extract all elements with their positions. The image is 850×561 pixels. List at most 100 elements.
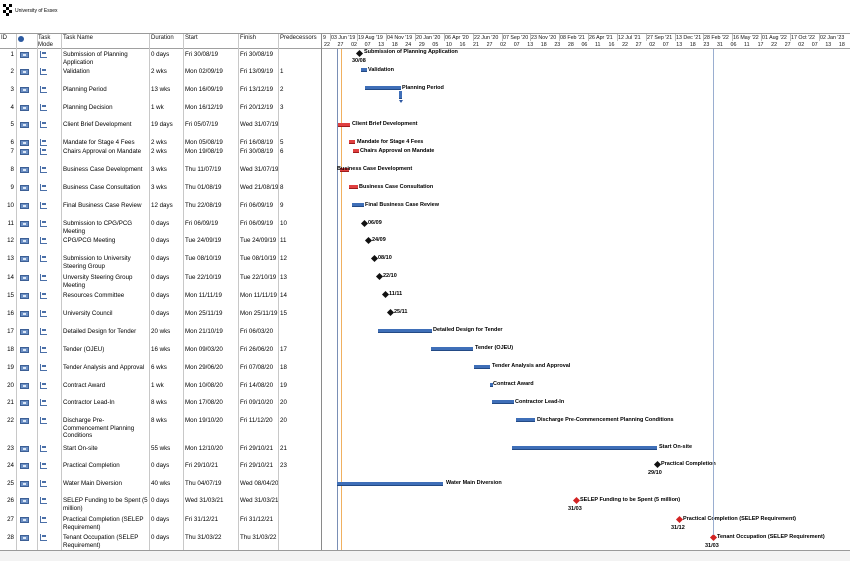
task-duration[interactable]: 0 days bbox=[151, 516, 170, 523]
auto-scheduled-icon[interactable] bbox=[40, 166, 47, 173]
task-start[interactable]: Wed 31/03/21 bbox=[185, 497, 224, 504]
task-start[interactable]: Mon 05/08/19 bbox=[185, 139, 223, 146]
task-predecessors[interactable]: 20 bbox=[280, 399, 287, 406]
table-row[interactable]: 17 Detailed Design for Tender 20 wks Mon 21… bbox=[0, 326, 322, 343]
task-start[interactable]: Fri 30/08/19 bbox=[185, 51, 219, 58]
auto-scheduled-icon[interactable] bbox=[40, 255, 47, 262]
task-finish[interactable]: Fri 06/09/19 bbox=[240, 220, 274, 227]
auto-scheduled-icon[interactable] bbox=[40, 274, 47, 281]
task-start[interactable]: Mon 09/03/20 bbox=[185, 346, 223, 353]
task-duration[interactable]: 0 days bbox=[151, 462, 170, 469]
task-start[interactable]: Mon 02/09/19 bbox=[185, 68, 223, 75]
task-start[interactable]: Fri 31/12/21 bbox=[185, 516, 219, 523]
task-predecessors[interactable]: 10 bbox=[280, 220, 287, 227]
task-duration[interactable]: 0 days bbox=[151, 534, 170, 541]
task-start[interactable]: Mon 16/09/19 bbox=[185, 86, 223, 93]
auto-scheduled-icon[interactable] bbox=[40, 51, 47, 58]
task-finish[interactable]: Fri 30/08/19 bbox=[240, 51, 274, 58]
task-start[interactable]: Tue 08/10/19 bbox=[185, 255, 222, 262]
auto-scheduled-icon[interactable] bbox=[40, 184, 47, 191]
table-row[interactable]: 23 Start On-site 55 wks Mon 12/10/20 Fri 29/… bbox=[0, 443, 322, 460]
gantt-bar[interactable] bbox=[512, 446, 657, 450]
task-name[interactable]: Resources Committee bbox=[63, 292, 125, 299]
task-duration[interactable]: 0 days bbox=[151, 274, 170, 281]
auto-scheduled-icon[interactable] bbox=[40, 462, 47, 469]
table-row[interactable]: 5 Client Brief Development 19 days Fri 05/0… bbox=[0, 119, 322, 136]
task-name[interactable]: Business Case Development bbox=[63, 166, 143, 173]
table-row[interactable]: 22 Discharge Pre-Commencement Planning Co… bbox=[0, 415, 322, 439]
milestone-marker-critical[interactable] bbox=[675, 515, 684, 524]
task-finish[interactable]: Mon 25/11/19 bbox=[240, 310, 278, 317]
gantt-bar[interactable] bbox=[431, 347, 473, 351]
task-name[interactable]: CPG/PCG Meeting bbox=[63, 237, 116, 244]
task-name[interactable]: Planning Decision bbox=[63, 104, 113, 111]
col-duration-header[interactable]: Duration bbox=[151, 35, 174, 41]
table-row[interactable]: 7 Chairs Approval on Mandate 2 wks Mon 19/0… bbox=[0, 146, 322, 163]
task-finish[interactable]: Fri 31/12/21 bbox=[240, 516, 274, 523]
task-name[interactable]: Start On-site bbox=[63, 445, 98, 452]
table-row[interactable]: 19 Tender Analysis and Approval 6 wks Mon 2… bbox=[0, 362, 322, 379]
task-start[interactable]: Mon 29/06/20 bbox=[185, 364, 223, 371]
task-predecessors[interactable]: 19 bbox=[280, 382, 287, 389]
task-duration[interactable]: 16 wks bbox=[151, 346, 171, 353]
task-duration[interactable]: 40 wks bbox=[151, 480, 171, 487]
task-start[interactable]: Tue 24/09/19 bbox=[185, 237, 222, 244]
task-finish[interactable]: Wed 08/04/20 bbox=[240, 480, 279, 487]
task-finish[interactable]: Wed 31/03/21 bbox=[240, 497, 279, 504]
task-predecessors[interactable]: 18 bbox=[280, 364, 287, 371]
auto-scheduled-icon[interactable] bbox=[40, 68, 47, 75]
task-duration[interactable]: 20 wks bbox=[151, 328, 171, 335]
gantt-bar[interactable] bbox=[352, 203, 364, 207]
task-duration[interactable]: 0 days bbox=[151, 292, 170, 299]
table-row[interactable]: 14 Unversity Steering Group Meeting 0 days… bbox=[0, 272, 322, 289]
task-duration[interactable]: 0 days bbox=[151, 497, 170, 504]
task-predecessors[interactable]: 14 bbox=[280, 292, 287, 299]
task-start[interactable]: Mon 11/11/19 bbox=[185, 292, 222, 299]
task-finish[interactable]: Wed 31/07/19 bbox=[240, 121, 279, 128]
task-finish[interactable]: Fri 29/10/21 bbox=[240, 462, 274, 469]
task-start[interactable]: Mon 17/08/20 bbox=[185, 399, 223, 406]
col-task-mode-header[interactable]: Task Mode bbox=[38, 35, 54, 48]
gantt-bar[interactable] bbox=[516, 418, 535, 422]
col-finish-header[interactable]: Finish bbox=[240, 35, 257, 41]
task-name[interactable]: Chairs Approval on Mandate bbox=[63, 148, 142, 155]
task-start[interactable]: Thu 01/08/19 bbox=[185, 184, 222, 191]
task-start[interactable]: Fri 29/10/21 bbox=[185, 462, 219, 469]
task-finish[interactable]: Tue 22/10/19 bbox=[240, 274, 277, 281]
table-row[interactable]: 20 Contract Award 1 wk Mon 10/08/20 Fri 14/0… bbox=[0, 380, 322, 397]
task-start[interactable]: Mon 19/08/19 bbox=[185, 148, 223, 155]
task-duration[interactable]: 0 days bbox=[151, 237, 170, 244]
task-start[interactable]: Fri 05/07/19 bbox=[185, 121, 219, 128]
gantt-bar-critical[interactable] bbox=[349, 140, 355, 144]
task-predecessors[interactable]: 13 bbox=[280, 274, 287, 281]
task-finish[interactable]: Wed 31/07/19 bbox=[240, 166, 279, 173]
task-duration[interactable]: 2 wks bbox=[151, 68, 167, 75]
milestone-marker[interactable] bbox=[355, 49, 364, 58]
task-finish[interactable]: Fri 13/09/19 bbox=[240, 68, 274, 75]
task-predecessors[interactable]: 12 bbox=[280, 255, 287, 262]
auto-scheduled-icon[interactable] bbox=[40, 121, 47, 128]
table-row[interactable]: 11 Submission to CPG/PCG Meeting 0 days Fri… bbox=[0, 218, 322, 235]
task-duration[interactable]: 3 wks bbox=[151, 166, 167, 173]
task-finish[interactable]: Fri 26/06/20 bbox=[240, 346, 274, 353]
task-name[interactable]: Planning Period bbox=[63, 86, 107, 93]
table-row[interactable]: 4 Planning Decision 1 wk Mon 16/12/19 Fri 20… bbox=[0, 102, 322, 119]
gantt-bar[interactable] bbox=[365, 86, 401, 90]
dependency-arrow[interactable] bbox=[399, 100, 403, 103]
task-start[interactable]: Mon 10/08/20 bbox=[185, 382, 223, 389]
table-row[interactable]: 15 Resources Committee 0 days Mon 11/11/19 M… bbox=[0, 290, 322, 307]
table-row[interactable]: 28 Tenant Occupation (SELEP Requirement) 0… bbox=[0, 532, 322, 549]
table-row[interactable]: 13 Submission to University Steering Grou… bbox=[0, 253, 322, 270]
task-duration[interactable]: 12 days bbox=[151, 202, 173, 209]
auto-scheduled-icon[interactable] bbox=[40, 399, 47, 406]
auto-scheduled-icon[interactable] bbox=[40, 328, 47, 335]
auto-scheduled-icon[interactable] bbox=[40, 480, 47, 487]
task-start[interactable]: Thu 04/07/19 bbox=[185, 480, 222, 487]
gantt-bar[interactable] bbox=[490, 383, 493, 387]
milestone-marker-critical[interactable] bbox=[709, 533, 718, 542]
task-duration[interactable]: 55 wks bbox=[151, 445, 171, 452]
task-finish[interactable]: Fri 29/10/21 bbox=[240, 445, 274, 452]
task-name[interactable]: Practical Completion (SELEP Requirement) bbox=[63, 516, 144, 531]
table-row[interactable]: 27 Practical Completion (SELEP Requiremen… bbox=[0, 514, 322, 531]
task-start[interactable]: Thu 31/03/22 bbox=[185, 534, 222, 541]
